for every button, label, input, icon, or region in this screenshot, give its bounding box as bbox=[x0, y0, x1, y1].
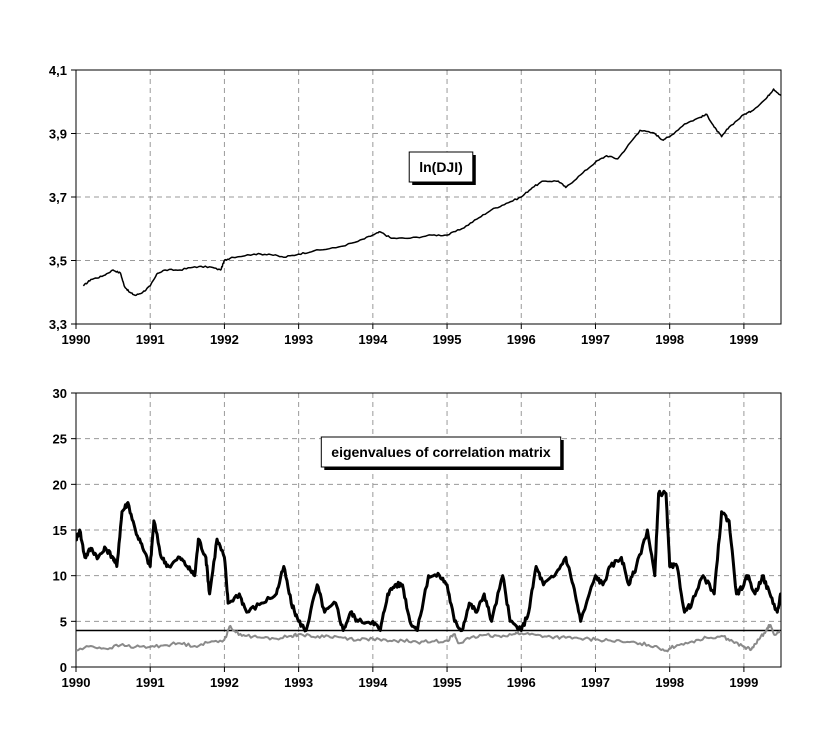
x-tick-label: 1992 bbox=[210, 332, 239, 347]
x-tick-label: 1997 bbox=[581, 332, 610, 347]
series-line bbox=[76, 624, 781, 653]
y-tick-label: 30 bbox=[53, 386, 67, 401]
annotation-frame bbox=[408, 151, 474, 183]
x-tick-label: 1999 bbox=[729, 675, 758, 690]
x-tick-label: 1991 bbox=[136, 675, 165, 690]
y-tick-label: 15 bbox=[53, 523, 67, 538]
x-tick-label: 1997 bbox=[581, 675, 610, 690]
y-tick-label: 3,5 bbox=[49, 254, 67, 269]
series-line bbox=[76, 489, 781, 633]
series-line bbox=[82, 88, 781, 297]
eigenvalues-chart: 1990 1991 1992 1993 1994 1995 1996 1997 1998 1999… bbox=[53, 386, 782, 690]
x-tick-label: 1996 bbox=[507, 675, 536, 690]
x-tick-label: 1990 bbox=[62, 332, 91, 347]
x-tick-label: 1999 bbox=[729, 332, 758, 347]
ln-dji-chart: 1990 1991 1992 1993 1994 1995 1996 1997 1998 1999… bbox=[49, 63, 782, 347]
annotation-box: eigenvalues of correlation matrix bbox=[320, 436, 564, 470]
x-tick-label: 1995 bbox=[433, 675, 462, 690]
y-tick-label: 10 bbox=[53, 569, 67, 584]
x-tick-label: 1992 bbox=[210, 675, 239, 690]
x-tick-label: 1998 bbox=[655, 332, 684, 347]
y-tick-label: 3,7 bbox=[49, 190, 67, 205]
x-tick-label: 1996 bbox=[507, 332, 536, 347]
y-tick-label: 5 bbox=[60, 614, 67, 629]
x-tick-label: 1993 bbox=[284, 675, 313, 690]
y-tick-label: 3,9 bbox=[49, 127, 67, 142]
y-tick-label: 0 bbox=[60, 660, 67, 675]
annotation-label: eigenvalues of correlation matrix bbox=[331, 444, 551, 460]
annotation-box: ln(DJI) bbox=[408, 151, 476, 185]
annotation-frame bbox=[320, 436, 562, 468]
x-tick-label: 1994 bbox=[358, 332, 388, 347]
x-tick-label: 1993 bbox=[284, 332, 313, 347]
y-tick-label: 20 bbox=[53, 477, 67, 492]
y-tick-label: 4,1 bbox=[49, 63, 67, 78]
x-tick-label: 1990 bbox=[62, 675, 91, 690]
annotation-label: ln(DJI) bbox=[419, 159, 463, 175]
y-tick-label: 25 bbox=[53, 432, 67, 447]
x-tick-label: 1995 bbox=[433, 332, 462, 347]
x-tick-label: 1991 bbox=[136, 332, 165, 347]
x-tick-label: 1998 bbox=[655, 675, 684, 690]
x-tick-label: 1994 bbox=[358, 675, 388, 690]
y-tick-label: 3,3 bbox=[49, 317, 67, 332]
